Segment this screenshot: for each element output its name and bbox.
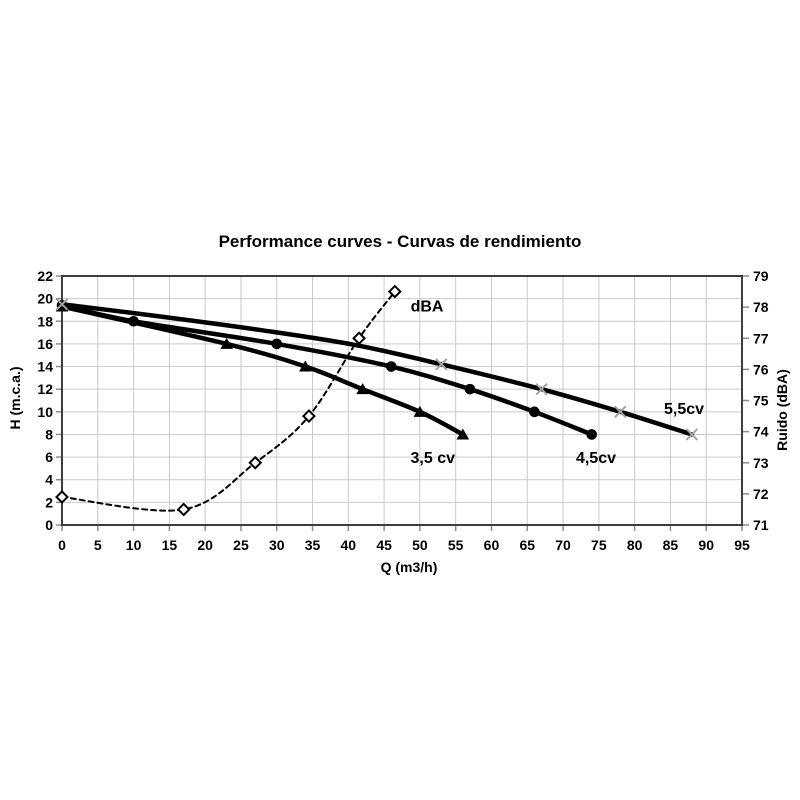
y-right-tick-label: 79	[753, 268, 769, 284]
x-tick-label: 10	[126, 537, 142, 553]
x-tick-label: 45	[376, 537, 392, 553]
series-5-5-cv-line	[59, 302, 695, 437]
y-left-tick-label: 22	[37, 268, 53, 284]
plot-frame	[61, 275, 743, 526]
x-marker	[685, 428, 699, 441]
y-right-tick-label: 77	[753, 330, 769, 346]
diamond-marker	[302, 409, 316, 423]
diamond-marker	[248, 455, 263, 470]
y-right-tick-label: 75	[753, 393, 769, 409]
series-dba	[55, 284, 402, 517]
x-tick-label: 60	[484, 537, 500, 553]
y-left-tick-label: 4	[45, 472, 53, 488]
y-right-tick-label: 74	[753, 424, 769, 440]
series-5-5-cv	[55, 298, 699, 441]
circle-marker	[586, 429, 597, 440]
x-marker	[614, 405, 627, 419]
circle-marker	[464, 383, 476, 395]
y-right-tick-label: 78	[753, 299, 769, 315]
y-left-tick-label: 10	[37, 404, 53, 420]
x-marker	[55, 298, 69, 311]
y-right-tick-label: 76	[753, 361, 769, 377]
series-4-5-cv	[56, 300, 597, 440]
x-tick-label: 35	[305, 537, 321, 553]
x-tick-label: 80	[627, 537, 643, 553]
x-tick-label: 95	[734, 537, 750, 553]
x-marker	[435, 358, 448, 371]
x-tick-label: 25	[233, 537, 249, 553]
y-left-tick-label: 18	[37, 313, 53, 329]
diamond-marker	[352, 331, 366, 346]
plot-area: 0 5 10 15 20 25 30 35 40 45 50 55 60 65 70 75 80 85 90 95 0 2…	[37, 268, 768, 553]
circle-marker	[529, 406, 540, 418]
y-right-tick-label: 73	[753, 455, 769, 471]
y-left-axis-title: H (m.c.a.)	[7, 366, 23, 429]
annotations: dBA 3,5 cv 4,5cv 5,5cv	[411, 299, 705, 468]
y-right-tick-label: 72	[753, 486, 769, 502]
x-tick-label: 0	[58, 537, 66, 553]
x-tick-label: 50	[412, 537, 428, 553]
annotation-4-5cv: 4,5cv	[576, 450, 616, 467]
y-left-tick-label: 20	[37, 291, 53, 307]
tick-labels: 0 5 10 15 20 25 30 35 40 45 50 55 60 65 70 75 80 85 90 95 0 2…	[37, 268, 768, 553]
x-marker	[535, 382, 548, 396]
circle-marker	[128, 315, 139, 327]
y-left-tick-label: 8	[45, 426, 53, 442]
x-tick-label: 30	[269, 537, 285, 553]
y-left-tick-label: 0	[45, 517, 53, 533]
diamond-marker	[55, 490, 69, 504]
triangle-marker	[220, 337, 233, 349]
x-axis-title: Q (m3/h)	[381, 559, 438, 575]
gridlines	[62, 276, 742, 525]
triangle-marker	[356, 383, 369, 395]
circle-marker	[271, 338, 283, 350]
triangle-marker	[299, 360, 312, 372]
diamond-marker	[176, 502, 191, 517]
y-left-tick-label: 12	[37, 381, 53, 397]
chart-title: Performance curves - Curvas de rendimien…	[219, 232, 582, 251]
series-4-5-cv-line	[59, 303, 594, 437]
x-tick-label: 90	[698, 537, 714, 553]
y-left-tick-label: 14	[37, 359, 53, 375]
annotation-5-5cv: 5,5cv	[664, 401, 704, 418]
x-tick-label: 15	[162, 537, 178, 553]
x-tick-label: 65	[519, 537, 535, 553]
x-tick-label: 75	[591, 537, 607, 553]
y-right-tick-label: 71	[753, 517, 769, 533]
triangle-marker	[456, 428, 470, 440]
x-tick-label: 5	[94, 537, 102, 553]
y-left-tick-label: 2	[45, 494, 53, 510]
circle-marker	[385, 361, 397, 372]
annotation-3-5-cv: 3,5 cv	[411, 450, 456, 467]
diamond-marker	[387, 284, 402, 299]
y-left-tick-label: 6	[45, 449, 53, 465]
x-tick-label: 70	[555, 537, 571, 553]
x-tick-label: 85	[663, 537, 679, 553]
annotation-dba: dBA	[411, 299, 444, 316]
y-right-axis-title: Ruido (dBA)	[774, 369, 790, 451]
axis-ticks	[56, 275, 749, 531]
x-tick-label: 40	[341, 537, 357, 553]
y-left-tick-label: 16	[37, 336, 53, 352]
x-tick-label: 55	[448, 537, 464, 553]
x-tick-label: 20	[197, 537, 213, 553]
triangle-marker	[413, 405, 427, 417]
